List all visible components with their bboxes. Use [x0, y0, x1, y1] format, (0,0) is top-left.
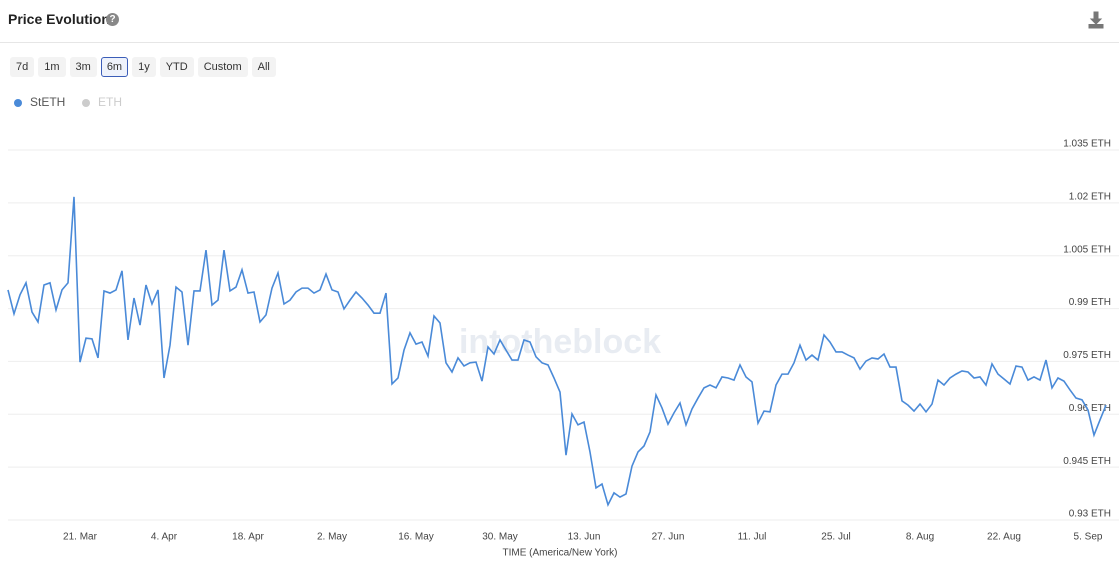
x-tick-label: 25. Jul — [821, 532, 850, 543]
title: Price Evolution — [8, 11, 110, 27]
x-tick-label: 8. Aug — [906, 532, 934, 543]
watermark: intotheblock — [459, 323, 661, 361]
x-tick-label: 16. May — [398, 532, 434, 543]
range-button[interactable]: All — [251, 57, 276, 77]
y-tick-label: 0.99 ETH — [1069, 297, 1111, 308]
legend-marker — [14, 99, 22, 107]
x-axis-title: TIME (America/New York) — [502, 548, 617, 559]
legend-label[interactable]: ETH — [98, 95, 122, 109]
x-tick-label: 5. Sep — [1074, 532, 1103, 543]
range-button[interactable]: Custom — [197, 57, 248, 77]
x-tick-label: 2. May — [317, 532, 347, 543]
help-icon[interactable]: ? — [106, 13, 119, 26]
y-tick-label: 0.96 ETH — [1069, 403, 1111, 414]
x-tick-label: 4. Apr — [151, 532, 178, 543]
x-tick-label: 18. Apr — [232, 532, 264, 543]
y-tick-label: 0.945 ETH — [1063, 456, 1111, 467]
legend-label[interactable]: StETH — [30, 95, 65, 109]
y-tick-label: 1.02 ETH — [1069, 191, 1111, 202]
y-tick-label: 0.93 ETH — [1069, 509, 1111, 520]
y-tick-label: 1.035 ETH — [1063, 139, 1111, 150]
range-button[interactable]: 1y — [132, 57, 156, 77]
line — [7, 196, 1107, 508]
range-button[interactable]: YTD — [159, 57, 194, 77]
download-icon[interactable] — [1086, 10, 1106, 30]
x-tick-label: 30. May — [482, 532, 518, 543]
x-tick-label: 22. Aug — [987, 532, 1021, 543]
y-tick-label: 1.005 ETH — [1063, 244, 1111, 255]
x-tick-label: 13. Jun — [568, 532, 601, 543]
range-button[interactable]: 3m — [69, 57, 97, 77]
range-button[interactable]: 7d — [10, 57, 35, 77]
header: Price Evolution ? — [0, 0, 1119, 43]
range-button[interactable]: 1m — [38, 57, 66, 77]
x-tick-label: 21. Mar — [63, 532, 98, 543]
x-tick-label: 27. Jun — [652, 532, 685, 543]
range-selector: 7d 1m 3m 6m 1y YTD Custom All — [10, 57, 276, 77]
range-button[interactable]: 6m — [100, 57, 129, 77]
y-tick-label: 0.975 ETH — [1063, 350, 1111, 361]
x-tick-label: 11. Jul — [738, 532, 767, 543]
legend-marker — [82, 99, 90, 107]
